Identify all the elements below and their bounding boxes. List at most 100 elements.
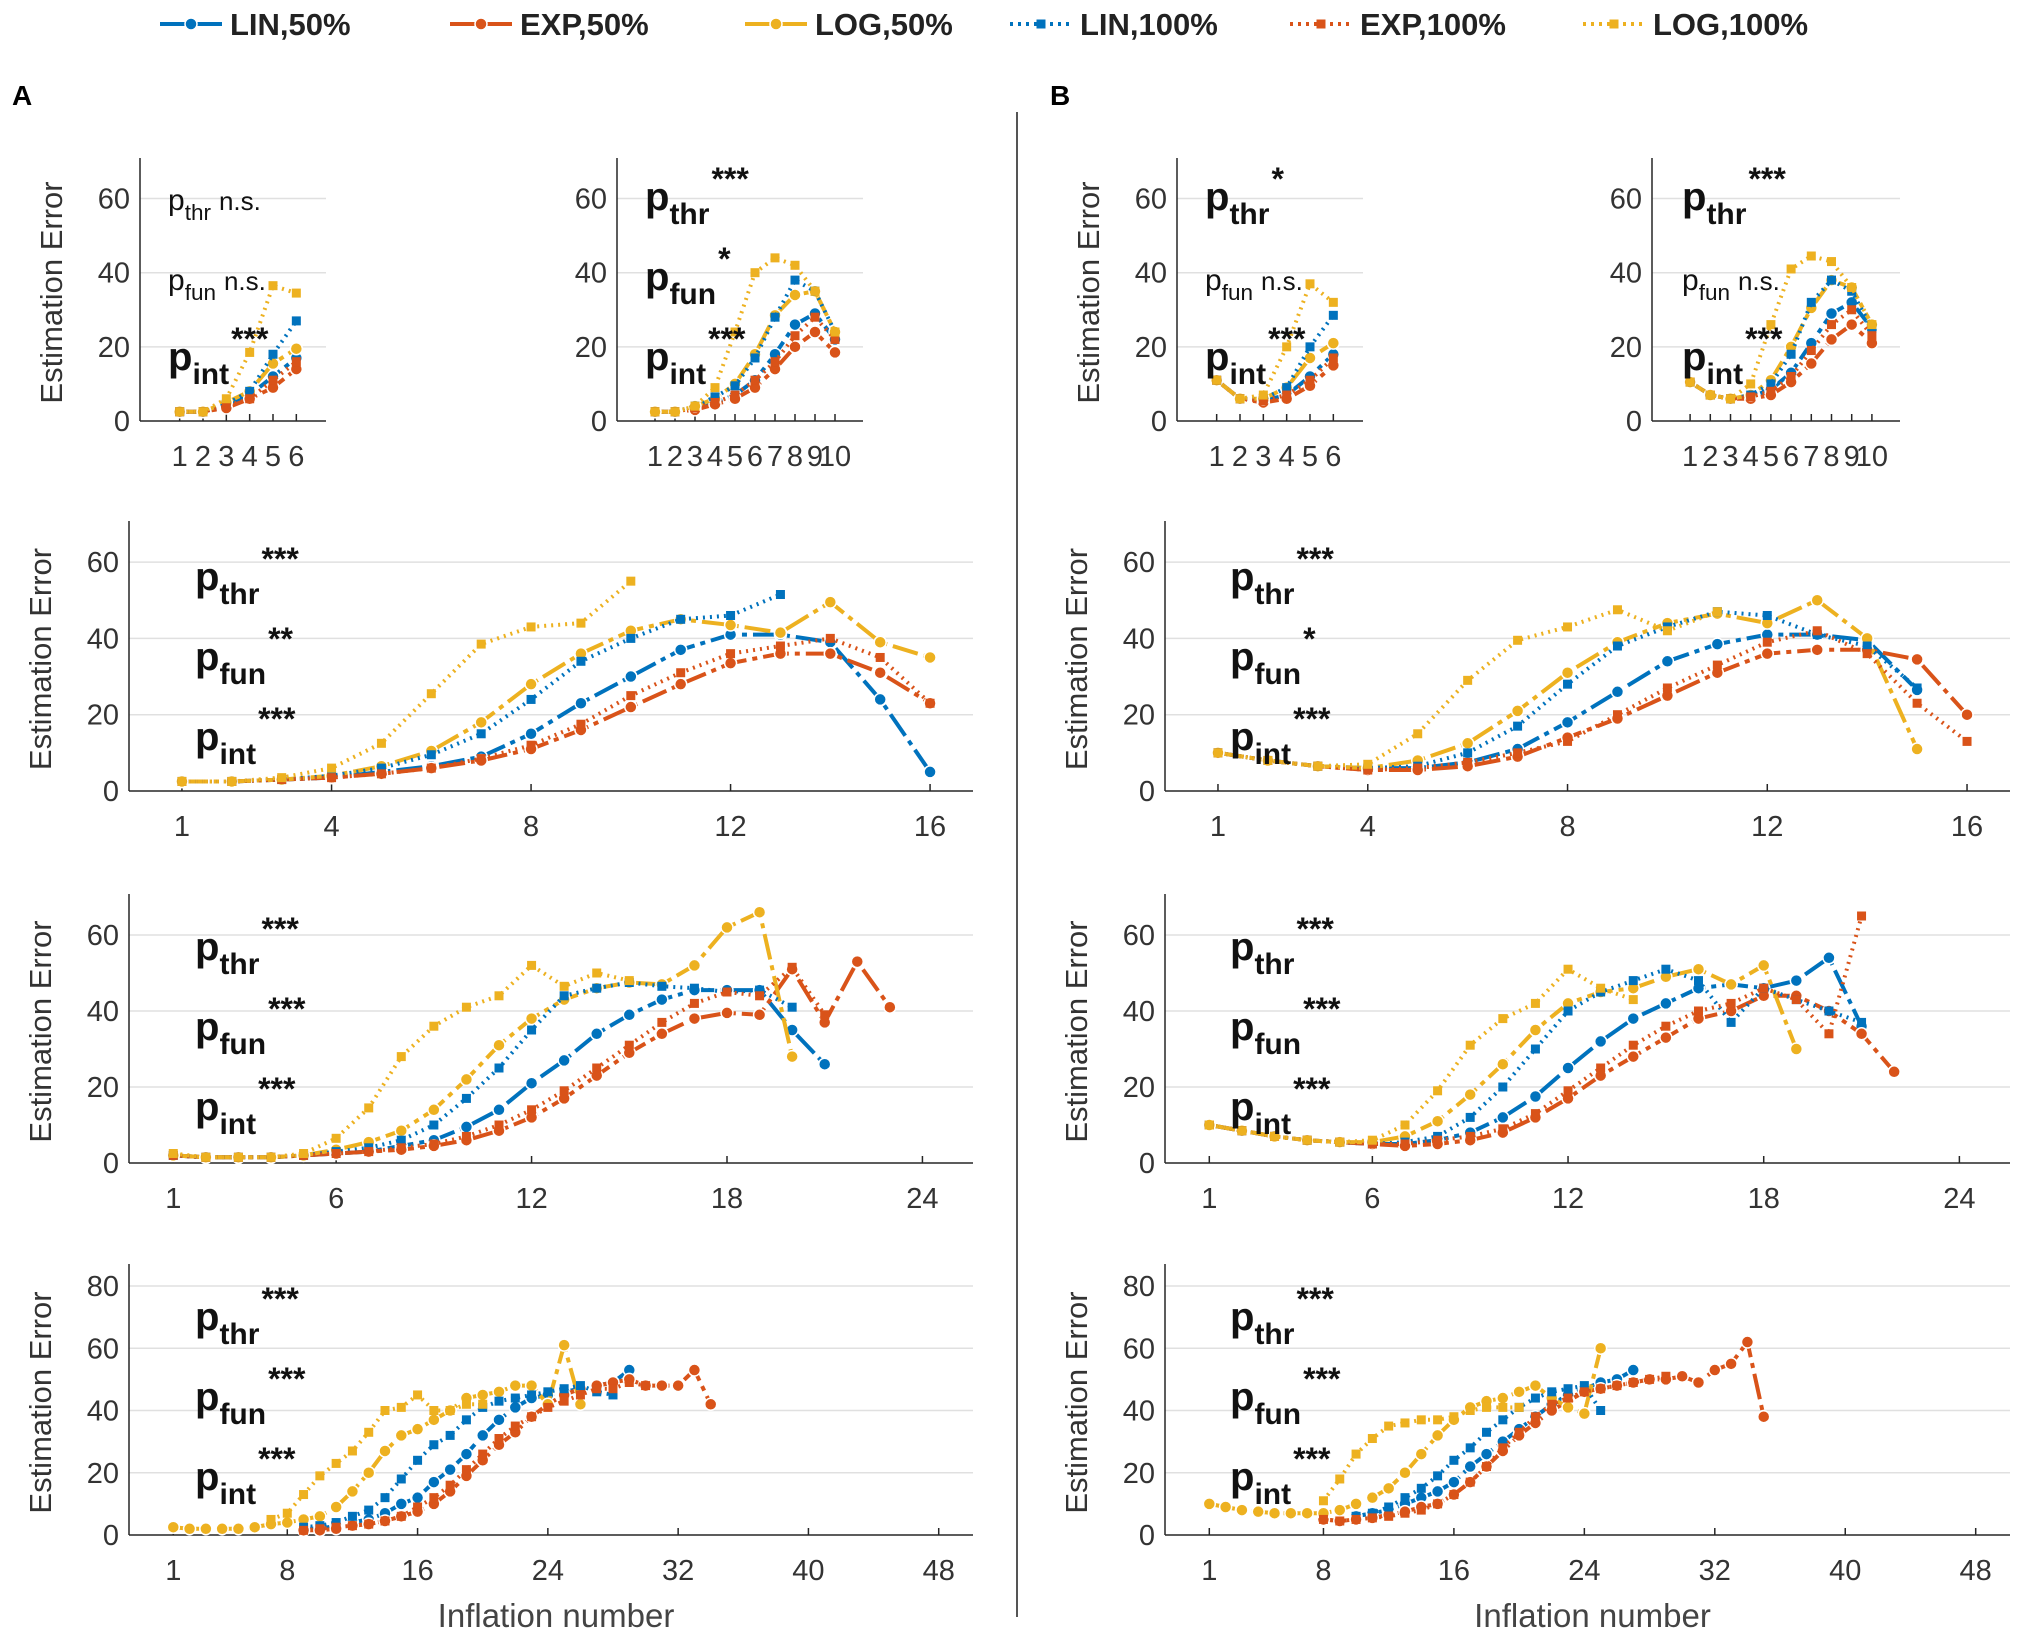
data-point-log100 [1413,729,1423,739]
x-tick-label: 7 [767,441,783,473]
chart-A5: 0 20 40 60 80 1 8 16 24 32 40 48 Estimation Error Inf… [23,1264,973,1634]
data-point-exp100 [722,987,732,997]
stat-subscript: fun [219,1398,266,1431]
data-point-exp100 [1791,995,1801,1005]
data-point-log100 [201,1152,211,1162]
data-point-log100 [1596,983,1606,993]
data-point-log100 [1662,626,1672,636]
x-tick-label: 6 [288,441,304,473]
data-point-exp100 [396,1511,406,1521]
data-series-group [166,905,897,1165]
data-point-log100 [1282,342,1292,352]
data-point-exp100 [510,1421,520,1431]
data-point-log50 [1810,593,1824,607]
data-point-log50 [1724,977,1738,992]
stat-mark: n.s. [1738,266,1780,296]
stat-annotation: pthr*** [1230,541,1334,611]
stat-annotation: pthr* [1205,161,1284,231]
stat-p: p [1230,555,1254,599]
data-point-log50 [1593,1341,1608,1355]
stat-annotation: pint*** [645,321,746,391]
data-point-exp100 [730,390,740,400]
data-point-exp100 [429,1493,439,1503]
stat-annotation: pint*** [1230,701,1331,771]
data-point-lin100 [1579,1381,1589,1391]
data-point-exp100 [291,357,301,367]
data-point-log100 [1313,761,1323,771]
data-point-exp100 [676,668,686,678]
data-point-exp50 [1960,707,1974,722]
stat-annotation: pint*** [168,321,269,391]
x-tick-label: 3 [687,441,703,473]
data-point-exp50 [788,340,802,354]
data-point-lin50 [923,765,937,779]
data-point-lin50 [524,727,538,741]
data-point-log100 [1806,251,1816,261]
stat-p: p [1230,1295,1254,1339]
stat-subscript: int [1254,1108,1291,1141]
y-tick-label: 40 [1135,258,1167,290]
data-point-lin100 [1547,1387,1557,1397]
data-point-exp100 [1867,331,1877,341]
stat-annotation: pfun*** [195,1361,306,1431]
data-point-log50 [394,1123,409,1138]
data-point-exp100 [1962,736,1972,746]
stat-subscript: fun [669,278,716,311]
series-line-lin100 [1689,278,1874,401]
data-point-log50 [459,1072,474,1087]
data-point-log50 [1414,1447,1429,1461]
legend-label: LOG,100% [1653,7,1808,42]
data-point-exp100 [364,1519,374,1529]
data-point-log100 [478,1399,488,1409]
data-point-lin50 [1593,1034,1608,1049]
data-point-log100 [810,286,820,296]
stat-mark: * [1303,621,1316,657]
x-tick-label: 12 [515,1183,547,1215]
data-point-exp100 [327,773,337,783]
data-point-lin100 [1612,641,1622,651]
y-tick-label: 0 [591,406,607,438]
data-point-exp50 [687,1363,702,1377]
data-point-log100 [245,347,255,357]
data-point-log100 [461,1399,471,1409]
data-point-lin100 [770,312,780,322]
stat-mark: *** [1303,1361,1341,1397]
data-point-log50 [524,677,538,691]
data-point-exp100 [461,1131,471,1141]
data-point-exp50 [1760,646,1775,661]
data-point-log50 [1430,1428,1445,1443]
data-point-lin50 [1528,1089,1543,1104]
legend-item-lin50: LIN,50% [160,7,351,42]
y-tick-label: 20 [1123,700,1155,732]
data-point-exp100 [1596,1384,1606,1394]
data-point-lin100 [494,1396,504,1406]
data-point-exp100 [1433,1135,1443,1145]
x-tick-label: 24 [1568,1555,1600,1587]
data-point-lin100 [1563,1006,1573,1016]
stat-p: p [1230,635,1254,679]
data-point-exp100 [331,1522,341,1532]
data-point-log100 [1712,607,1722,617]
data-point-lin50 [589,1027,604,1041]
data-point-log100 [1305,279,1315,289]
data-point-log100 [198,407,208,417]
x-tick-label: 9 [1844,441,1860,473]
data-point-lin100 [527,1025,537,1035]
data-point-log100 [1351,1449,1361,1459]
x-tick-label: 1 [1682,441,1698,473]
data-point-log100 [1786,264,1796,274]
y-tick-label: 0 [103,1520,119,1552]
data-point-exp100 [478,1449,488,1459]
data-point-log100 [1746,379,1756,389]
data-point-exp50 [1691,1375,1706,1390]
x-tick-label: 4 [1279,441,1295,473]
stat-annotation: pfun*** [195,991,306,1061]
stat-p: p [195,1085,219,1129]
stat-p: p [645,255,669,299]
y-tick-label: 60 [1135,184,1167,216]
data-point-exp100 [299,1525,309,1535]
x-tick-label: 2 [667,441,683,473]
data-point-lin100 [1416,1483,1426,1493]
